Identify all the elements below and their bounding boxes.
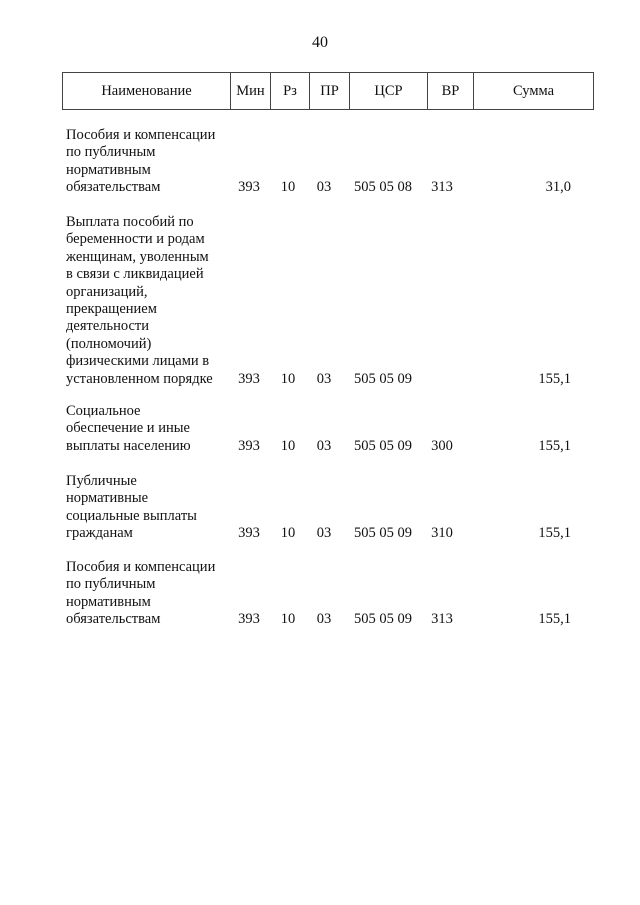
header-name: Наименование <box>62 72 231 110</box>
row-pr: 03 <box>316 437 332 454</box>
page-number: 40 <box>312 34 328 51</box>
row-min: 393 <box>238 525 260 542</box>
row-pr: 03 <box>316 525 332 542</box>
header-sum: Сумма <box>473 72 594 110</box>
table-row: Пособия и компенсации по публичным норма… <box>66 559 576 629</box>
table-row: Выплата пособий по беременности и родам … <box>66 214 576 388</box>
row-csr: 505 05 09 <box>354 525 412 542</box>
row-csr: 505 05 09 <box>354 437 412 454</box>
row-csr: 505 05 09 <box>354 611 412 628</box>
row-sum: 155,1 <box>538 525 571 542</box>
header-pr: ПР <box>309 72 350 110</box>
row-pr: 03 <box>316 179 332 196</box>
row-sum: 31,0 <box>545 179 571 196</box>
row-min: 393 <box>238 611 260 628</box>
row-min: 393 <box>238 370 260 387</box>
row-rz: 10 <box>280 525 296 542</box>
header-csr: ЦСР <box>349 72 428 110</box>
header-min: Мин <box>230 72 271 110</box>
row-csr: 505 05 09 <box>354 370 412 387</box>
table-row: Пособия и компенсации по публичным норма… <box>66 127 576 197</box>
table-row: Социальное обеспечение и иные выплаты на… <box>66 403 576 455</box>
row-sum: 155,1 <box>538 437 571 454</box>
row-vr: 310 <box>431 525 453 542</box>
table-header: Наименование Мин Рз ПР ЦСР ВР Сумма <box>62 72 594 110</box>
row-pr: 03 <box>316 370 332 387</box>
row-rz: 10 <box>280 179 296 196</box>
header-rz: Рз <box>270 72 310 110</box>
row-vr: 313 <box>431 611 453 628</box>
row-rz: 10 <box>280 437 296 454</box>
row-pr: 03 <box>316 611 332 628</box>
row-name: Публичные нормативные социальные выплаты… <box>66 473 197 542</box>
row-name: Пособия и компенсации по публичным норма… <box>66 127 216 196</box>
row-name: Социальное обеспечение и иные выплаты на… <box>66 403 191 454</box>
row-sum: 155,1 <box>538 370 571 387</box>
row-csr: 505 05 08 <box>354 179 412 196</box>
header-vr: ВР <box>427 72 474 110</box>
row-sum: 155,1 <box>538 611 571 628</box>
row-rz: 10 <box>280 611 296 628</box>
row-rz: 10 <box>280 370 296 387</box>
row-name: Выплата пособий по беременности и родам … <box>66 214 213 387</box>
table-row: Публичные нормативные социальные выплаты… <box>66 473 576 543</box>
row-min: 393 <box>238 437 260 454</box>
row-name: Пособия и компенсации по публичным норма… <box>66 559 216 628</box>
row-vr: 300 <box>431 437 453 454</box>
row-min: 393 <box>238 179 260 196</box>
row-vr: 313 <box>431 179 453 196</box>
